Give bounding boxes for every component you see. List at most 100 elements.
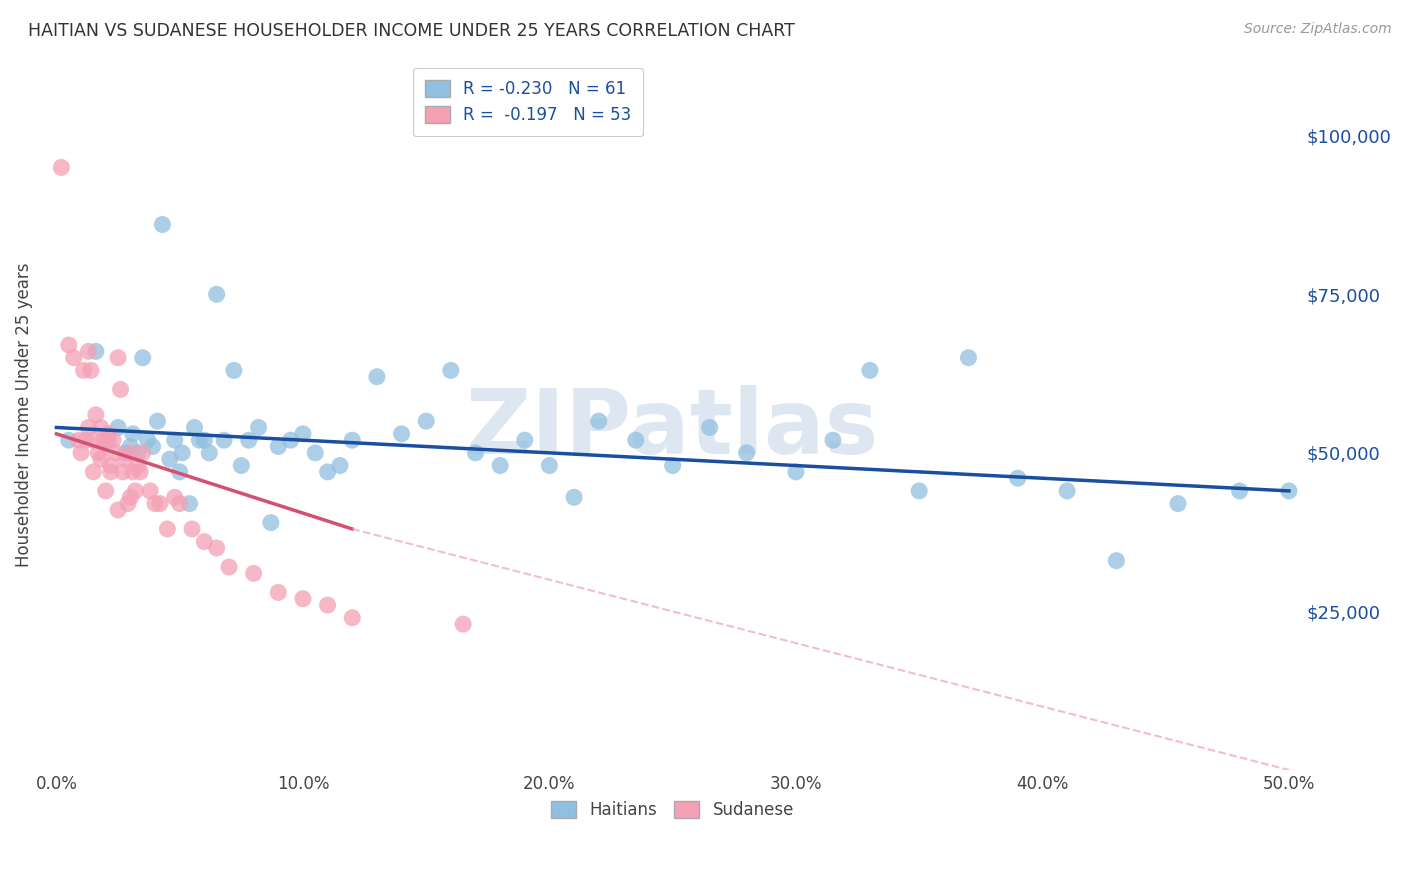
Point	[415, 414, 437, 428]
Point	[139, 483, 162, 498]
Point	[91, 433, 114, 447]
Point	[661, 458, 683, 473]
Point	[90, 420, 112, 434]
Point	[124, 483, 146, 498]
Point	[152, 218, 174, 232]
Point	[77, 420, 100, 434]
Point	[129, 465, 152, 479]
Point	[957, 351, 980, 365]
Point	[156, 522, 179, 536]
Point	[908, 483, 931, 498]
Point	[1056, 483, 1078, 498]
Point	[218, 560, 240, 574]
Point	[82, 465, 104, 479]
Point	[84, 344, 107, 359]
Point	[149, 497, 172, 511]
Point	[163, 490, 186, 504]
Point	[94, 433, 117, 447]
Point	[111, 465, 134, 479]
Point	[513, 433, 536, 447]
Point	[67, 433, 90, 447]
Point	[117, 497, 139, 511]
Point	[58, 433, 80, 447]
Point	[120, 490, 142, 504]
Point	[342, 611, 364, 625]
Point	[231, 458, 253, 473]
Point	[821, 433, 844, 447]
Point	[114, 452, 136, 467]
Point	[342, 433, 364, 447]
Point	[94, 483, 117, 498]
Point	[588, 414, 610, 428]
Point	[87, 446, 110, 460]
Point	[127, 446, 149, 460]
Point	[267, 585, 290, 599]
Point	[785, 465, 807, 479]
Point	[132, 351, 155, 365]
Point	[169, 497, 191, 511]
Point	[121, 465, 143, 479]
Point	[316, 598, 339, 612]
Point	[391, 426, 413, 441]
Point	[183, 420, 205, 434]
Point	[238, 433, 260, 447]
Point	[82, 433, 104, 447]
Point	[222, 363, 245, 377]
Point	[104, 446, 127, 460]
Text: ZIPatlas: ZIPatlas	[467, 385, 879, 473]
Point	[242, 566, 264, 581]
Point	[267, 440, 290, 454]
Legend: Haitians, Sudanese: Haitians, Sudanese	[544, 794, 800, 826]
Y-axis label: Householder Income Under 25 years: Householder Income Under 25 years	[15, 262, 32, 567]
Text: HAITIAN VS SUDANESE HOUSEHOLDER INCOME UNDER 25 YEARS CORRELATION CHART: HAITIAN VS SUDANESE HOUSEHOLDER INCOME U…	[28, 22, 794, 40]
Point	[120, 446, 142, 460]
Point	[464, 446, 486, 460]
Point	[90, 452, 112, 467]
Point	[291, 591, 314, 606]
Point	[169, 465, 191, 479]
Point	[1167, 497, 1189, 511]
Point	[1007, 471, 1029, 485]
Point	[110, 383, 132, 397]
Point	[121, 426, 143, 441]
Point	[260, 516, 283, 530]
Point	[205, 287, 228, 301]
Point	[1278, 483, 1301, 498]
Point	[107, 503, 129, 517]
Point	[451, 617, 474, 632]
Point	[188, 433, 211, 447]
Point	[316, 465, 339, 479]
Point	[562, 490, 585, 504]
Point	[132, 446, 155, 460]
Point	[107, 351, 129, 365]
Point	[114, 446, 136, 460]
Point	[97, 426, 120, 441]
Point	[304, 446, 326, 460]
Point	[624, 433, 647, 447]
Point	[136, 433, 159, 447]
Point	[127, 458, 149, 473]
Point	[291, 426, 314, 441]
Point	[70, 446, 93, 460]
Point	[212, 433, 235, 447]
Point	[193, 433, 215, 447]
Point	[101, 433, 124, 447]
Point	[146, 414, 169, 428]
Point	[172, 446, 194, 460]
Point	[80, 363, 103, 377]
Point	[107, 420, 129, 434]
Point	[179, 497, 201, 511]
Point	[198, 446, 221, 460]
Point	[163, 433, 186, 447]
Point	[538, 458, 561, 473]
Point	[735, 446, 758, 460]
Point	[72, 363, 94, 377]
Point	[1229, 483, 1251, 498]
Point	[100, 465, 122, 479]
Point	[280, 433, 302, 447]
Point	[120, 440, 142, 454]
Point	[329, 458, 352, 473]
Point	[247, 420, 270, 434]
Point	[75, 433, 97, 447]
Point	[159, 452, 181, 467]
